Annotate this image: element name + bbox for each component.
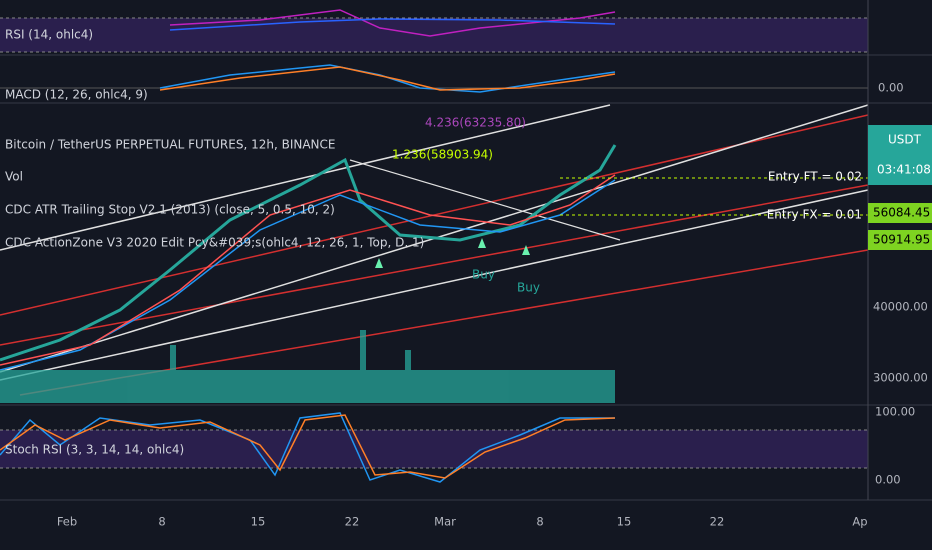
- indicator-label: CDC ATR Trailing Stop V2.1 (2013) (close…: [5, 203, 335, 217]
- price-box: [868, 203, 932, 223]
- stoch-band: [0, 430, 868, 468]
- price-label: 50914.95: [873, 233, 930, 247]
- time-axis: Feb 8 15 22 Mar 8 15 22 Ap: [57, 515, 868, 529]
- countdown: 03:41:08: [877, 163, 931, 177]
- time-label: 15: [251, 515, 266, 529]
- channel-line: [0, 104, 611, 251]
- channel-line: [349, 159, 621, 241]
- fib-label: 4.236(63235.80): [425, 116, 526, 130]
- ema-line: [0, 174, 616, 366]
- macd-signal: [159, 66, 616, 91]
- chart-title: Bitcoin / TetherUS PERPETUAL FUTURES, 12…: [5, 138, 336, 152]
- axis-label: 0.00: [875, 473, 901, 487]
- price-box: [868, 230, 932, 250]
- price-label: 56084.45: [873, 206, 930, 220]
- buy-arrow: [375, 258, 383, 268]
- entry-label: Entry FX = 0.01: [767, 208, 862, 222]
- time-label: 22: [710, 515, 725, 529]
- fib-label: 1.236(58903.94): [392, 148, 493, 162]
- panel-label: Stoch RSI (3, 3, 14, 14, ohlc4): [5, 443, 184, 457]
- buy-arrow: [478, 238, 486, 248]
- indicator-label: Vol: [5, 170, 23, 184]
- channel-line: [0, 189, 869, 381]
- signal-label: Buy: [472, 268, 495, 282]
- trend-line: [0, 184, 869, 346]
- entry-label: Entry FT = 0.02: [768, 170, 862, 184]
- price-path: [0, 144, 617, 362]
- volume-bars: [0, 330, 615, 403]
- rsi-ma: [169, 18, 616, 31]
- signal-label: Buy: [517, 281, 540, 295]
- time-label: 8: [158, 515, 165, 529]
- time-label: Feb: [57, 515, 77, 529]
- time-label: 22: [345, 515, 360, 529]
- time-label: 8: [536, 515, 543, 529]
- currency: USDT: [888, 133, 922, 147]
- axis-label: 40000.00: [873, 300, 928, 314]
- last-price-box: [868, 125, 932, 185]
- time-label: Ap: [852, 515, 867, 529]
- rsi-line: [169, 9, 616, 37]
- buy-arrow: [522, 245, 530, 255]
- axis-label: 100.00: [875, 405, 915, 419]
- panel-label: MACD (12, 26, ohlc4, 9): [5, 88, 148, 102]
- axis-label: 30000.00: [873, 371, 928, 385]
- macd-line: [159, 64, 616, 93]
- stoch-k: [0, 412, 615, 483]
- panel-label: RSI (14, ohlc4): [5, 28, 93, 42]
- axis-label: 0.00: [878, 81, 904, 95]
- stoch-d: [0, 414, 616, 479]
- time-label: Mar: [434, 515, 456, 529]
- time-label: 15: [617, 515, 632, 529]
- indicator-label: CDC ActionZone V3 2020 Edit Pcy&#039;s(o…: [5, 236, 424, 250]
